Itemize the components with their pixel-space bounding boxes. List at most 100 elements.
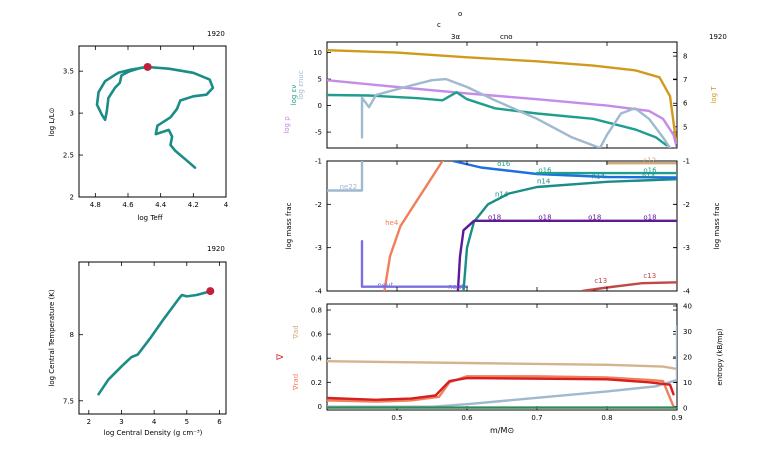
- bot-y2label: entropy (kB/mp): [716, 328, 724, 386]
- bot-ytick-label: 0.8: [311, 307, 322, 315]
- hr-xtick-label: 4.8: [90, 201, 101, 209]
- mid-y2label: log mass frac: [713, 202, 721, 249]
- bot-y2tick-label: 0: [683, 405, 687, 413]
- bot-series-line: [327, 360, 677, 371]
- hr-xtick-label: 4.6: [122, 201, 134, 209]
- hr-xtick-label: 4: [224, 201, 229, 209]
- hr-ylabel: log L/L⊙: [48, 108, 56, 137]
- bot-y2tick-label: 20: [683, 354, 692, 362]
- center-track-line: [97, 289, 212, 396]
- center-ylabel: log Central Temperature (K): [48, 289, 56, 386]
- model-number-right: 1920: [709, 33, 727, 41]
- top-ylabel-epsnu: log εν: [290, 85, 298, 106]
- bot-ytick-label: 0: [318, 403, 322, 411]
- abundance-panel: log mass frac log mass frac -1 -2 -3 -4 -1 -2…: [285, 156, 721, 295]
- hr-xtick-label: 4.2: [188, 201, 199, 209]
- bot-ylabel-nabla-ad: ∇ad: [292, 325, 300, 339]
- bot-series-line: [327, 375, 675, 408]
- mid-ytick-label: -3: [315, 244, 322, 252]
- bot-ylabel-nabla-rad: ∇rad: [292, 374, 300, 391]
- mid-ytick-label: -1: [315, 158, 322, 166]
- top-y2label: log T: [710, 86, 718, 104]
- mid-series-line: [456, 219, 677, 291]
- mid-y2tick-label: -3: [683, 244, 690, 252]
- center-ytick-label: 8: [70, 331, 74, 339]
- top-series-line: [360, 77, 672, 148]
- mid-frame: [326, 160, 678, 292]
- mid-series-line: [327, 161, 364, 192]
- hr-ytick-label: 3.5: [63, 68, 74, 76]
- bot-frame: [326, 303, 678, 411]
- bot-y2tick-label: 30: [683, 328, 692, 336]
- top-profile-panel: log ρ log εν log εnuc log T 10 5 0 -5 8 7 6 5: [283, 41, 718, 149]
- mid-species-label: neut: [448, 283, 464, 291]
- mid-species-label: o16: [538, 166, 552, 174]
- bot-y2tick-label: 40: [683, 303, 692, 311]
- mid-species-label: neut: [377, 282, 393, 290]
- mid-series-line: [360, 239, 469, 288]
- top-ylabel-group: log ρ log εν log εnuc: [283, 70, 305, 134]
- top-ylabel-rho: log ρ: [283, 116, 291, 134]
- mid-species-label: c13: [643, 272, 656, 280]
- bot-ytick-label: 0.6: [311, 331, 323, 339]
- mid-species-label: o18: [588, 214, 601, 222]
- hr-ytick-label: 3: [70, 110, 74, 118]
- mid-ytick-label: -2: [315, 201, 322, 209]
- mid-species-label: o18: [643, 214, 656, 222]
- bot-ytick-label: 0.2: [311, 379, 322, 387]
- hr-xlabel: log Teff: [137, 214, 162, 222]
- burn-label-o: o: [458, 10, 462, 18]
- bot-xtick-label: 0.6: [461, 414, 473, 422]
- mid-series-group: [327, 161, 677, 291]
- center-current-marker: [206, 287, 215, 296]
- bot-xtick-label: 0.8: [601, 414, 612, 422]
- hr-diagram-panel: 1920 log Teff log L/L⊙ 2 2.5 3 3.5 4.8 4.6 4.4…: [48, 30, 229, 222]
- top-series-line: [327, 91, 668, 147]
- bot-series-line: [327, 325, 677, 408]
- mid-species-label: c12: [643, 156, 656, 164]
- center-xtick-label: 5: [185, 418, 189, 426]
- center-xtick-label: 2: [87, 418, 91, 426]
- hr-track-line: [95, 65, 215, 169]
- top-ylabel-epsnuc: log εnuc: [297, 70, 305, 100]
- hr-frame: [78, 45, 227, 198]
- top-y2tick-label: 5: [683, 123, 687, 131]
- burn-label-3alpha: 3α: [451, 33, 460, 41]
- center-title: 1920: [207, 245, 225, 253]
- top-y2tick-label: 8: [683, 53, 687, 61]
- hr-xtick-label: 4.4: [155, 201, 167, 209]
- hr-ytick-label: 2.5: [63, 152, 74, 160]
- bot-xtick-label: 0.7: [531, 414, 542, 422]
- mid-ytick-label: -4: [315, 288, 323, 296]
- mid-y2tick-label: -4: [683, 288, 691, 296]
- center-xtick-label: 4: [152, 418, 157, 426]
- top-series-line: [327, 49, 677, 148]
- top-ytick-label: 0: [318, 102, 322, 110]
- top-series-group: [327, 49, 677, 148]
- top-ytick-label: 10: [313, 49, 322, 57]
- mid-species-label: c13: [594, 277, 607, 285]
- center-ytick-label: 7.5: [63, 397, 74, 405]
- bot-xlabel: m/M⊙: [490, 426, 514, 435]
- top-series-line: [327, 78, 677, 148]
- mid-species-label: o18: [488, 214, 501, 222]
- bot-series-group: [327, 325, 677, 409]
- center-xtick-label: 6: [217, 418, 222, 426]
- burn-label-c: c: [437, 21, 441, 29]
- mid-species-label: o18: [538, 214, 551, 222]
- mid-species-label: n14: [495, 191, 509, 199]
- top-ytick-label: 5: [318, 76, 322, 84]
- hr-title: 1920: [207, 30, 225, 38]
- center-xtick-label: 3: [119, 418, 123, 426]
- bot-series-line: [327, 376, 675, 401]
- center-frame: [78, 261, 227, 415]
- hr-ytick-label: 2: [70, 194, 74, 202]
- bot-ytick-label: 0.4: [311, 355, 323, 363]
- hr-current-marker: [143, 62, 152, 71]
- mid-y2tick-label: -2: [683, 201, 690, 209]
- mid-series-line: [462, 177, 677, 291]
- top-ytick-label: -5: [315, 129, 322, 137]
- mid-species-label: o16: [643, 166, 657, 174]
- bot-ylabel-nabla: ∇: [276, 353, 286, 361]
